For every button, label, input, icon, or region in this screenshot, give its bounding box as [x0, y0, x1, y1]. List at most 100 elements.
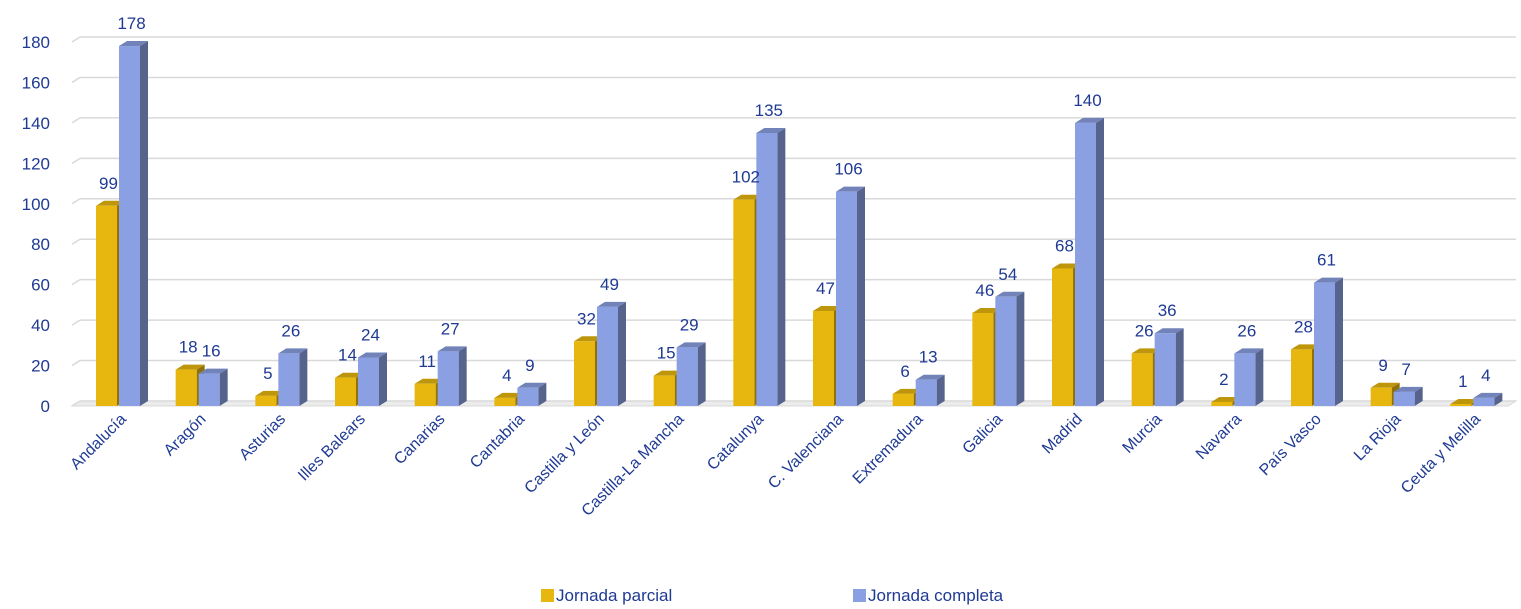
- bar-top: [995, 291, 1025, 297]
- bar: [1370, 387, 1392, 406]
- data-label: 9: [525, 356, 534, 375]
- bars: [96, 41, 1503, 407]
- bar-top: [1052, 263, 1081, 269]
- category-label: Andalucía: [67, 411, 129, 473]
- bar: [597, 306, 618, 406]
- bar-side: [1175, 328, 1184, 406]
- bar-top: [278, 348, 308, 354]
- bar-top: [517, 382, 547, 388]
- gridline-slant: [71, 198, 81, 205]
- category-label: Asturias: [236, 411, 289, 464]
- bar-top: [574, 336, 603, 342]
- bar-top: [255, 390, 285, 396]
- data-label: 54: [998, 265, 1017, 284]
- bar-top: [756, 128, 786, 133]
- bar-top: [1211, 396, 1241, 402]
- bar-top: [733, 194, 763, 200]
- data-label: 26: [1237, 321, 1256, 340]
- data-label: 36: [1158, 301, 1177, 320]
- bar-side: [379, 352, 387, 406]
- bar: [517, 387, 539, 406]
- legend: Jornada parcial Jornada completa: [541, 586, 1004, 605]
- bar-side: [140, 41, 148, 407]
- bar: [1211, 401, 1233, 406]
- gridline-slant: [71, 359, 81, 367]
- gridline-slant: [71, 238, 81, 245]
- bar-top: [1450, 398, 1480, 404]
- bar-side: [538, 382, 547, 406]
- bar-top: [1393, 386, 1423, 392]
- bar-side: [857, 186, 865, 406]
- category-label: Cantabria: [467, 411, 528, 472]
- y-tick-label: 120: [22, 154, 50, 173]
- category-label: Catalunya: [704, 411, 767, 474]
- bar: [915, 379, 937, 406]
- data-label: 106: [834, 160, 862, 179]
- bar: [414, 383, 436, 406]
- bar-top: [494, 392, 524, 398]
- data-label: 28: [1294, 317, 1313, 336]
- data-label: 1: [1458, 372, 1467, 391]
- y-tick-label: 140: [22, 114, 50, 133]
- bar: [198, 373, 220, 406]
- bar-top: [1473, 392, 1503, 398]
- bar: [676, 347, 698, 406]
- data-label: 6: [900, 362, 909, 381]
- category-label: Navarra: [1193, 411, 1245, 463]
- bar: [1075, 122, 1096, 406]
- data-label: 26: [1135, 321, 1154, 340]
- data-label: 16: [202, 342, 221, 361]
- category-label: Ceuta y Melilla: [1398, 411, 1484, 497]
- category-label: La Rioja: [1351, 411, 1405, 465]
- category-label: País Vasco: [1256, 411, 1324, 479]
- bar-top: [972, 307, 1002, 313]
- bar-side: [1016, 291, 1025, 406]
- legend-swatch: [853, 589, 866, 602]
- y-tick-label: 20: [31, 357, 50, 376]
- bar: [653, 375, 675, 406]
- bar-side: [777, 128, 786, 406]
- bar-top: [1314, 277, 1343, 283]
- category-label: Extremadura: [850, 411, 927, 488]
- bar: [733, 199, 755, 406]
- bar-side: [618, 301, 626, 406]
- data-label: 102: [732, 168, 760, 187]
- category-label: Madrid: [1039, 411, 1086, 458]
- bar: [255, 395, 277, 406]
- bar: [119, 46, 140, 407]
- data-label: 7: [1401, 360, 1410, 379]
- bar-side: [458, 346, 467, 406]
- legend-swatch: [541, 589, 554, 602]
- data-label: 15: [657, 344, 676, 363]
- bar-side: [1494, 392, 1503, 406]
- category-label: Galicia: [960, 411, 1007, 458]
- bar-top: [414, 378, 444, 384]
- data-label: 47: [816, 279, 835, 298]
- bar-side: [936, 374, 945, 406]
- y-tick-label: 60: [31, 276, 50, 295]
- bar-top: [335, 372, 364, 378]
- category-labels: Andalucía Aragón Asturias Illes Balears Cana…: [67, 411, 1484, 520]
- gridline-slant: [71, 157, 81, 164]
- bar: [1154, 333, 1176, 406]
- gridline-slant: [71, 319, 81, 326]
- bar: [437, 351, 459, 406]
- bar-top: [175, 364, 205, 370]
- data-label: 5: [263, 364, 272, 383]
- data-label: 135: [755, 101, 783, 120]
- data-label: 4: [502, 366, 511, 385]
- data-label: 26: [281, 321, 300, 340]
- bar-top: [836, 186, 865, 192]
- data-label: 99: [99, 174, 118, 193]
- bar: [1314, 282, 1335, 406]
- bar: [995, 296, 1017, 406]
- gridline-slant: [71, 400, 81, 407]
- bar: [574, 341, 595, 406]
- bar-side: [299, 348, 308, 406]
- bar-top: [653, 370, 683, 376]
- bar: [358, 357, 379, 406]
- y-tick-label: 180: [22, 33, 50, 52]
- bar: [1473, 397, 1495, 406]
